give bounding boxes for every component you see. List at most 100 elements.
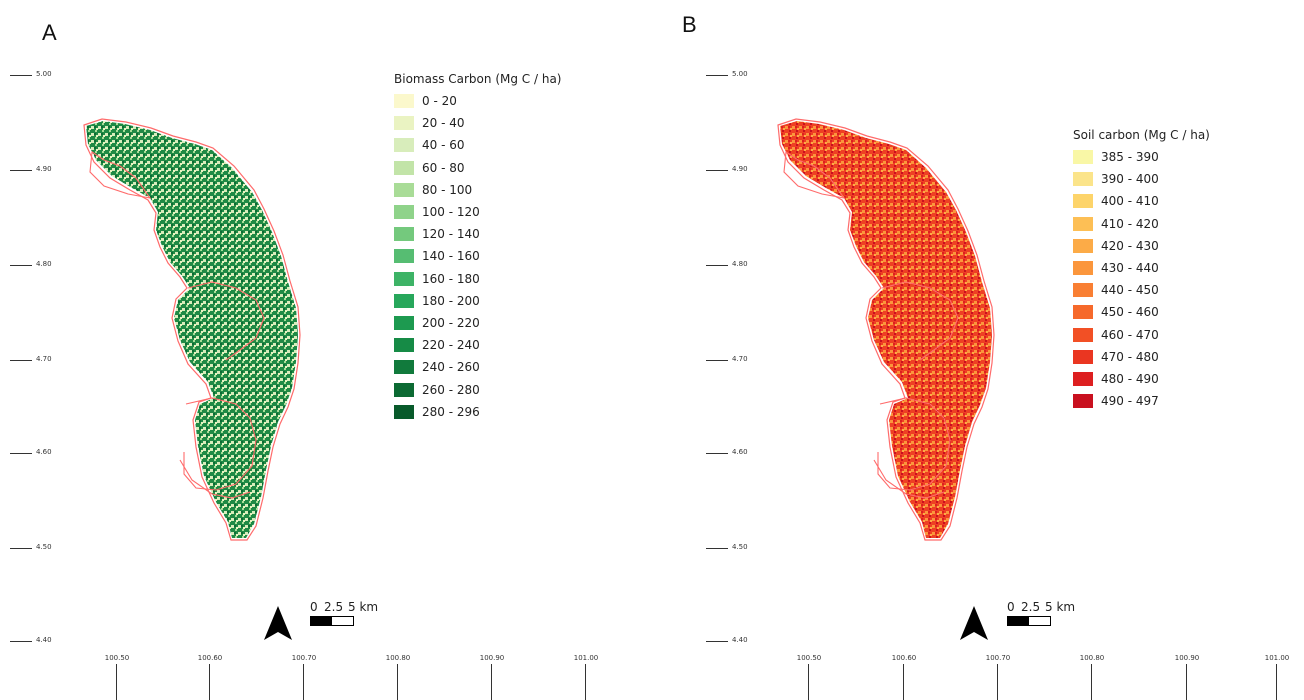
- lon-tick-label: 101.00: [1264, 654, 1290, 662]
- biomass-carbon-map: [83, 118, 301, 541]
- lat-tick-label: 4.90: [732, 165, 748, 173]
- legend-label: 440 - 450: [1101, 283, 1159, 298]
- lon-tick: 100.50: [97, 652, 137, 700]
- legend-label: 80 - 100: [422, 182, 473, 197]
- legend-swatch: [394, 182, 414, 197]
- legend-label: 385 - 390: [1101, 150, 1159, 165]
- legend-item: 410 - 420: [1073, 213, 1210, 235]
- legend-swatch: [394, 315, 414, 330]
- lon-tick-label: 100.50: [796, 654, 822, 662]
- lat-tick-label: 4.50: [36, 543, 52, 551]
- study-area-land: [86, 121, 298, 538]
- legend-swatch: [1073, 371, 1093, 386]
- scale-label-zero: 0: [1007, 600, 1015, 614]
- legend-label: 390 - 400: [1101, 172, 1159, 187]
- legend-swatch: [1073, 305, 1093, 320]
- legend-item: 120 - 140: [394, 223, 561, 245]
- legend-item: 440 - 450: [1073, 279, 1210, 301]
- lon-tick-label: 100.80: [1079, 654, 1105, 662]
- legend-item: 450 - 460: [1073, 301, 1210, 323]
- legend-label: 430 - 440: [1101, 261, 1159, 276]
- lon-tick: 100.50: [789, 652, 829, 700]
- legend-item: 220 - 240: [394, 334, 561, 356]
- lat-tick-label: 4.70: [36, 355, 52, 363]
- lat-tick-label: 5.00: [732, 70, 748, 78]
- study-area-land: [780, 121, 992, 538]
- legend-label: 460 - 470: [1101, 327, 1159, 342]
- legend-item: 0 - 20: [394, 90, 561, 112]
- legend-swatch: [394, 116, 414, 131]
- scale-label-mid: 2.5: [324, 600, 344, 614]
- lat-tick: 4.90: [10, 165, 70, 177]
- lon-tick: 100.80: [1072, 652, 1112, 700]
- lat-tick: 4.40: [706, 636, 766, 648]
- legend-item: 80 - 100: [394, 179, 561, 201]
- legend-swatch: [394, 271, 414, 286]
- legend-label: 420 - 430: [1101, 238, 1159, 253]
- north-arrow-icon: [960, 606, 988, 640]
- lon-tick-label: 100.90: [1174, 654, 1200, 662]
- legend-item: 60 - 80: [394, 157, 561, 179]
- panel-letter: B: [682, 12, 697, 37]
- legend-title: Biomass Carbon (Mg C / ha): [394, 72, 562, 86]
- legend-label: 480 - 490: [1101, 371, 1159, 386]
- scale-label-end: 5 km: [348, 600, 379, 614]
- legend-label: 120 - 140: [422, 227, 480, 242]
- legend-item: 180 - 200: [394, 290, 561, 312]
- lat-tick-label: 4.40: [732, 636, 748, 644]
- lat-tick: 4.60: [10, 448, 70, 460]
- lat-tick-label: 4.60: [36, 448, 52, 456]
- legend-item: 470 - 480: [1073, 346, 1210, 368]
- lon-tick-label: 100.70: [291, 654, 317, 662]
- lat-tick-label: 4.90: [36, 165, 52, 173]
- legend-swatch: [1073, 216, 1093, 231]
- lon-tick: 100.90: [1167, 652, 1207, 700]
- legend-item: 280 - 296: [394, 401, 561, 423]
- lon-tick: 100.60: [884, 652, 924, 700]
- legend-swatch: [1073, 394, 1093, 409]
- lon-tick: 101.00: [1257, 652, 1297, 700]
- river-channel-outline: [179, 459, 251, 499]
- legend-swatch: [1073, 238, 1093, 253]
- lat-tick-label: 4.70: [732, 355, 748, 363]
- coastal-boundary-outline: [777, 118, 995, 541]
- lon-tick: 101.00: [566, 652, 606, 700]
- legend-label: 410 - 420: [1101, 216, 1159, 231]
- legend-item: 400 - 410: [1073, 190, 1210, 212]
- scale-labels: 0 2.5 5 km: [310, 600, 380, 614]
- north-arrow-icon: [264, 606, 292, 640]
- legend-item: 460 - 470: [1073, 324, 1210, 346]
- legend-item: 430 - 440: [1073, 257, 1210, 279]
- legend-label: 60 - 80: [422, 160, 465, 175]
- legend-label: 260 - 280: [422, 382, 480, 397]
- lon-tick: 100.70: [284, 652, 324, 700]
- legend-item: 100 - 120: [394, 201, 561, 223]
- legend-item: 480 - 490: [1073, 368, 1210, 390]
- legend-label: 200 - 220: [422, 315, 480, 330]
- map-panel-soil: B 5.00 4.90 4.80 4.70 4.60 4.50 4.40 100…: [652, 0, 1304, 700]
- legend-label: 0 - 20: [422, 94, 457, 109]
- lon-tick: 100.70: [978, 652, 1018, 700]
- legend-swatch: [394, 138, 414, 153]
- lat-tick-label: 4.50: [732, 543, 748, 551]
- legend-label: 140 - 160: [422, 249, 480, 264]
- offshore-boundary-outline: [89, 151, 152, 199]
- legend-item: 40 - 60: [394, 134, 561, 156]
- legend-swatch: [394, 205, 414, 220]
- legend-item: 260 - 280: [394, 378, 561, 400]
- lat-tick: 5.00: [10, 70, 70, 82]
- legend-label: 400 - 410: [1101, 194, 1159, 209]
- map-legend: Soil carbon (Mg C / ha) 385 - 390 390 - 4…: [1073, 128, 1210, 412]
- lon-tick-label: 100.60: [891, 654, 917, 662]
- legend-swatch: [1073, 172, 1093, 187]
- legend-item: 160 - 180: [394, 268, 561, 290]
- lat-tick: 4.50: [706, 543, 766, 555]
- legend-item: 200 - 220: [394, 312, 561, 334]
- lat-tick: 4.70: [706, 355, 766, 367]
- legend-item: 420 - 430: [1073, 235, 1210, 257]
- legend-items: 0 - 20 20 - 40 40 - 60 60 - 80 80 - 100 100 -…: [394, 90, 561, 423]
- lat-tick: 4.40: [10, 636, 70, 648]
- scale-labels: 0 2.5 5 km: [1007, 600, 1077, 614]
- legend-item: 385 - 390: [1073, 146, 1210, 168]
- legend-swatch: [394, 249, 414, 264]
